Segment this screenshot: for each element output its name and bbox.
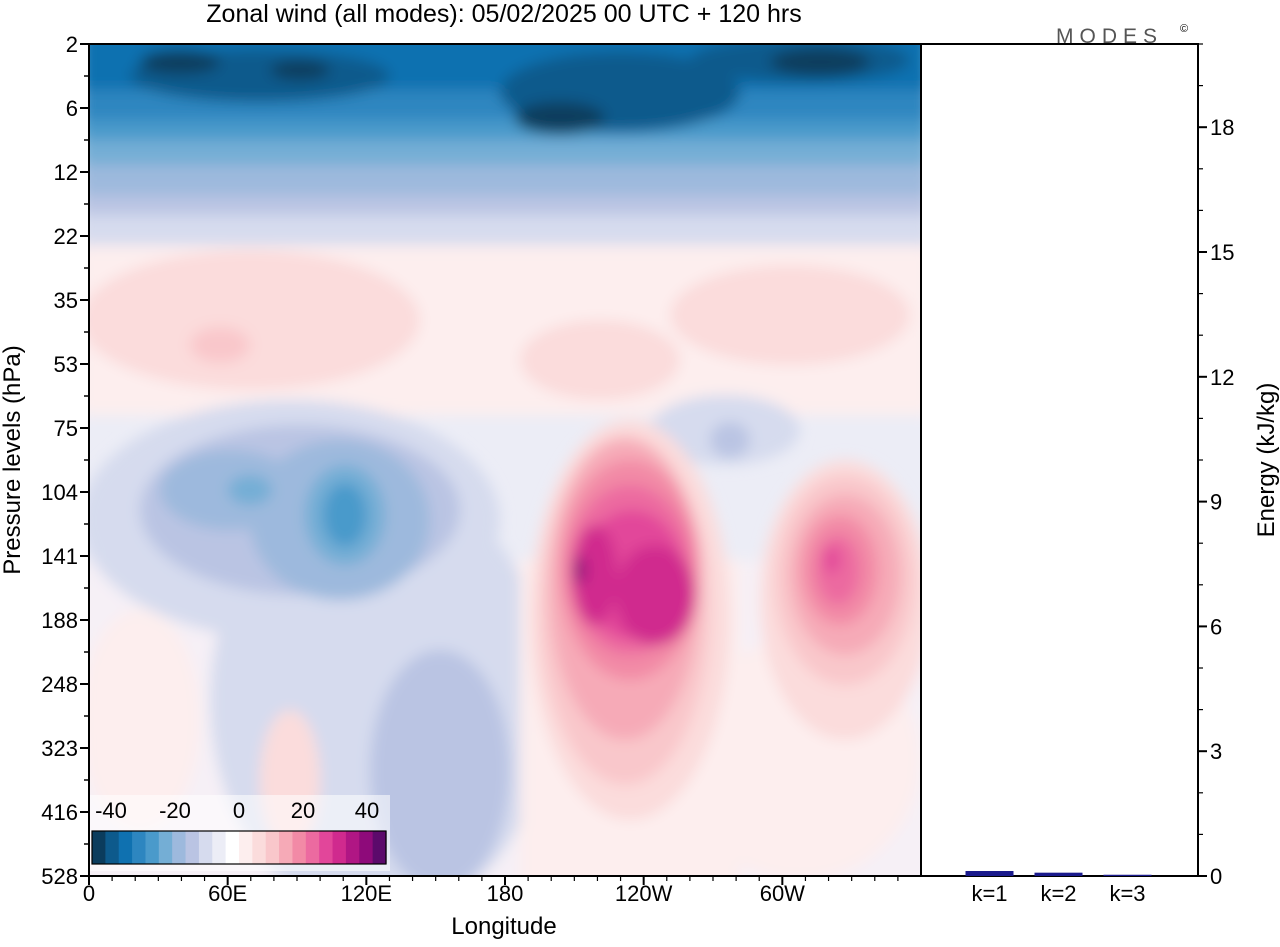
colorbar-swatch xyxy=(172,831,186,864)
energy-tick-label: 6 xyxy=(1210,614,1222,639)
y-tick-label: 75 xyxy=(54,416,78,441)
colorbar-swatch xyxy=(319,831,333,864)
colorbar-swatch xyxy=(92,831,106,864)
colorbar-swatch xyxy=(359,831,373,864)
colorbar-swatch xyxy=(186,831,200,864)
colorbar-swatch xyxy=(346,831,360,864)
colorbar-swatch xyxy=(239,831,253,864)
energy-tick-label: 0 xyxy=(1210,864,1222,889)
figure-canvas: Zonal wind (all modes): 05/02/2025 00 UT… xyxy=(0,0,1280,942)
energy-axis-label: Energy (kJ/kg) xyxy=(1253,383,1280,538)
pressure-axis: 2 6 12 22 35 53 75 104 141 188 248 323 416 528 xyxy=(41,32,89,889)
y-tick-label: 2 xyxy=(66,32,78,57)
chart-title: Zonal wind (all modes): 05/02/2025 00 UT… xyxy=(206,0,801,28)
x-tick-label: 60E xyxy=(208,881,247,906)
energy-panel-frame xyxy=(921,44,1198,876)
energy-bar xyxy=(966,871,1014,876)
colorbar-swatch xyxy=(132,831,146,864)
colorbar-tick-label: 40 xyxy=(355,798,379,823)
colorbar-swatch xyxy=(292,831,306,864)
colorbar-tick-label: -20 xyxy=(159,798,191,823)
colorbar-tick-label: -40 xyxy=(95,798,127,823)
colorbar-swatch xyxy=(119,831,133,864)
longitude-axis: 0 60E 120E 180 120W 60W xyxy=(83,876,898,906)
y-tick-label: 6 xyxy=(66,96,78,121)
contour-field xyxy=(80,30,930,920)
colorbar-swatch xyxy=(373,831,387,864)
energy-tick-label: 9 xyxy=(1210,490,1222,515)
copyright-mark: © xyxy=(1180,23,1188,35)
y-tick-label: 141 xyxy=(41,544,78,569)
x-axis-label: Longitude xyxy=(451,913,556,940)
bar-category-label: k=3 xyxy=(1109,881,1145,906)
colorbar-swatch xyxy=(212,831,226,864)
zonal-wind-figure: Zonal wind (all modes): 05/02/2025 00 UT… xyxy=(0,0,1280,942)
colorbar-tick-label: 0 xyxy=(233,798,245,823)
colorbar-swatch xyxy=(199,831,213,864)
energy-tick-label: 12 xyxy=(1210,365,1234,390)
y-tick-label: 416 xyxy=(41,800,78,825)
x-tick-label: 180 xyxy=(487,881,524,906)
colorbar-tick-label: 20 xyxy=(291,798,315,823)
x-tick-label: 120E xyxy=(341,881,392,906)
colorbar-swatch xyxy=(226,831,240,864)
y-axis-label: Pressure levels (hPa) xyxy=(0,345,26,574)
y-tick-label: 323 xyxy=(41,736,78,761)
colorbar-swatch xyxy=(306,831,320,864)
energy-bar xyxy=(1035,873,1083,876)
colorbar: -40 -20 0 20 40 xyxy=(90,795,390,871)
y-tick-label: 35 xyxy=(54,288,78,313)
energy-tick-label: 3 xyxy=(1210,739,1222,764)
bar-category-label: k=2 xyxy=(1040,881,1076,906)
energy-axis: 0 3 6 9 12 15 18 xyxy=(1198,44,1234,889)
colorbar-swatch xyxy=(333,831,347,864)
energy-tick-label: 18 xyxy=(1210,115,1234,140)
y-tick-label: 22 xyxy=(54,224,78,249)
colorbar-swatch xyxy=(252,831,266,864)
y-tick-label: 528 xyxy=(41,864,78,889)
energy-tick-label: 15 xyxy=(1210,240,1234,265)
bar-category-label: k=1 xyxy=(971,881,1007,906)
y-tick-label: 104 xyxy=(41,480,78,505)
colorbar-swatch xyxy=(266,831,280,864)
y-tick-label: 12 xyxy=(54,160,78,185)
x-tick-label: 0 xyxy=(83,881,95,906)
y-tick-label: 248 xyxy=(41,672,78,697)
colorbar-swatch xyxy=(279,831,293,864)
y-tick-label: 188 xyxy=(41,608,78,633)
x-tick-label: 60W xyxy=(760,881,805,906)
colorbar-swatch xyxy=(105,831,119,864)
colorbar-swatch xyxy=(159,831,173,864)
y-tick-label: 53 xyxy=(54,352,78,377)
colorbar-swatch xyxy=(145,831,159,864)
energy-bar xyxy=(1104,875,1152,876)
x-tick-label: 120W xyxy=(615,881,673,906)
